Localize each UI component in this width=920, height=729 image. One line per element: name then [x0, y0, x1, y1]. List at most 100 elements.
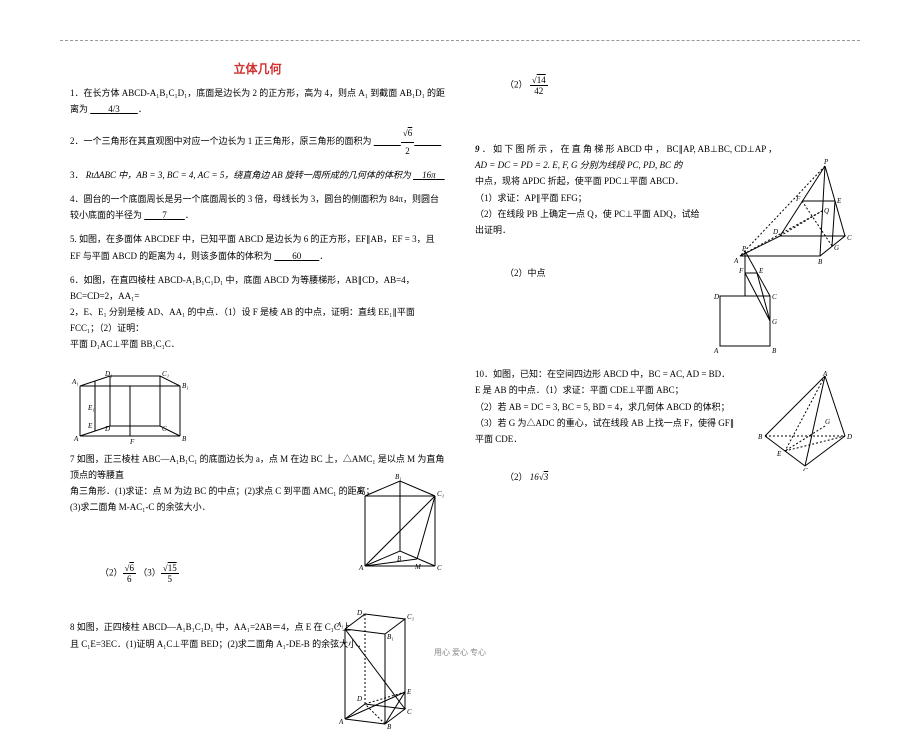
- p10-l3: （2）若 AB = DC = 3, BC = 5, BD = 4，求几何体 AB…: [475, 402, 730, 412]
- svg-text:C: C: [407, 708, 412, 716]
- p7-l3: (3)求二面角 M-AC₁-C 的余弦大小．: [70, 502, 211, 512]
- svg-text:E: E: [406, 688, 412, 696]
- svg-text:C₁: C₁: [407, 613, 414, 621]
- svg-text:B: B: [182, 435, 187, 443]
- problem-3: 3． RtΔABC 中，AB = 3, BC = 4, AC = 5，绕直角边 …: [70, 167, 445, 183]
- svg-text:M: M: [414, 563, 422, 571]
- p2-text: 2．一个三角形在其直观图中对应一个边长为 1 正三角形，原三角形的面积为: [70, 136, 372, 146]
- p5-answer: 60: [292, 251, 301, 261]
- svg-text:B: B: [772, 347, 777, 355]
- svg-text:B₁: B₁: [182, 382, 189, 390]
- p5-blank: 60: [274, 251, 319, 261]
- figure-8: AB CD A₁B₁ C₁D₁ E: [335, 609, 415, 729]
- p9-l3: 中点，现将 ΔPDC 折起，使平面 PDC⊥平面 ABCD．: [475, 176, 684, 186]
- svg-text:D: D: [356, 695, 362, 703]
- svg-text:A: A: [73, 435, 79, 443]
- svg-text:C: C: [162, 425, 167, 433]
- p2-answer: √62: [401, 125, 414, 158]
- svg-text:C: C: [772, 293, 777, 301]
- svg-text:A: A: [358, 564, 364, 571]
- p9-aux: （2）中点 AB CD P EF: [475, 246, 850, 366]
- figure-7-wrap: A B C A₁ B₁ C₁ M: [355, 471, 445, 571]
- problem-9: 9 ． 如 下 图 所 示 ， 在 直 角 梯 形 ABCD 中 ， BC∥AP…: [475, 141, 850, 238]
- svg-text:A₁: A₁: [71, 378, 79, 386]
- p8-l1: 8 如图，正四棱柱 ABCD—A₁B₁C₁D₁ 中，AA₁=2AB＝4，点 E …: [70, 622, 351, 632]
- problem-4: 4．圆台的一个底面周长是另一个底面周长的 3 倍，母线长为 3，圆台的侧面积为 …: [70, 191, 445, 223]
- ans9-label: （2）中点: [505, 268, 546, 278]
- p6-l1: 6．如图，在直四棱柱 ABCD-A₁B₁C₁D₁ 中，底面 ABCD 为等腰梯形…: [70, 275, 415, 301]
- svg-text:B: B: [758, 433, 763, 441]
- svg-text:Q: Q: [824, 207, 829, 215]
- svg-text:B: B: [397, 555, 402, 563]
- svg-text:D: D: [104, 425, 110, 433]
- svg-text:D₁: D₁: [356, 609, 365, 617]
- problem-7: 7 如图，正三棱柱 ABC—A₁B₁C₁ 的底面边长为 a，点 M 在边 BC …: [70, 451, 445, 516]
- p3-text: RtΔABC 中，AB = 3, BC = 4, AC = 5，绕直角边 AB …: [86, 170, 411, 180]
- p3-blank: 16π: [413, 170, 445, 180]
- p9-l2: AD = DC = PD = 2. E, F, G 分别为线段 PC, PD, …: [475, 160, 682, 170]
- p5-text: 5. 如图，在多面体 ABCDEF 中，已知平面 ABCD 是边长为 6 的正方…: [70, 234, 435, 260]
- problem-5: 5. 如图，在多面体 ABCDEF 中，已知平面 ABCD 是边长为 6 的正方…: [70, 231, 445, 263]
- svg-text:E: E: [87, 422, 93, 430]
- svg-text:E: E: [836, 197, 842, 205]
- answer-9: （2）中点: [505, 266, 850, 279]
- p9-l1: ． 如 下 图 所 示 ， 在 直 角 梯 形 ABCD 中 ， BC∥AP, …: [482, 144, 777, 154]
- svg-text:C₁: C₁: [162, 370, 169, 378]
- p5-suffix: ．: [319, 251, 328, 261]
- p9-l6: 出证明．: [475, 225, 511, 235]
- svg-text:P: P: [741, 246, 747, 253]
- p4-suffix: ．: [185, 210, 194, 220]
- svg-text:A₁: A₁: [356, 487, 364, 495]
- svg-text:C: C: [437, 564, 442, 571]
- svg-text:F: F: [795, 195, 801, 203]
- p9-num: 9: [475, 144, 480, 154]
- top-dashed-rule: [60, 40, 860, 41]
- footer-text: 用心 爱心 专心: [0, 647, 920, 658]
- p9-l5: （2）在线段 PB 上确定一点 Q，使 PC⊥平面 ADQ，试给: [475, 209, 700, 219]
- svg-text:E: E: [776, 450, 782, 458]
- answer-8: （2） √1442: [505, 75, 850, 96]
- svg-text:D₁: D₁: [104, 370, 113, 378]
- p2-blank: √62: [374, 136, 441, 146]
- figure-6-wrap: AB CD A₁B₁ C₁D₁ FE E₁: [70, 366, 445, 446]
- p4-blank: 7: [144, 210, 185, 220]
- content-area: 立体几何 1．在长方体 ABCD-A₁B₁C₁D₁，底面是边长为 2 的正方形，…: [70, 60, 850, 660]
- svg-text:G: G: [825, 418, 830, 426]
- page-title: 立体几何: [70, 60, 445, 77]
- svg-text:C₁: C₁: [437, 490, 444, 498]
- p10-l4: （3）若 G 为△ADC 的重心，试在线段 AB 上找一点 F，使得 GF∥: [475, 418, 734, 428]
- p9-l4: （1）求证：AP∥平面 EFG；: [475, 193, 587, 203]
- p1-blank: 4/3: [90, 104, 138, 114]
- svg-text:D: D: [846, 433, 852, 441]
- right-column: （2） √1442 9 ． 如 下 图 所 示 ， 在 直 角 梯 形 ABCD…: [475, 60, 850, 660]
- svg-text:C: C: [847, 234, 852, 242]
- p10-l1: 10．如图，已知：在空间四边形 ABCD 中，BC = AC, AD = BD．: [475, 369, 730, 379]
- svg-text:F: F: [129, 438, 135, 446]
- p6-l3: 平面 D₁AC⊥平面 BB₁C₁C．: [70, 339, 180, 349]
- svg-text:A: A: [822, 371, 828, 378]
- ans7-3: √155: [161, 563, 179, 584]
- svg-text:A: A: [713, 347, 719, 355]
- ans10-label: （2）: [505, 472, 528, 482]
- left-column: 立体几何 1．在长方体 ABCD-A₁B₁C₁D₁，底面是边长为 2 的正方形，…: [70, 60, 445, 660]
- answer-10: （2） 16√3: [505, 470, 850, 483]
- p4-answer: 7: [162, 210, 167, 220]
- figure-6: AB CD A₁B₁ C₁D₁ FE E₁: [70, 366, 190, 446]
- p3-answer: 16π: [422, 170, 436, 180]
- figure-10-wrap: A B C D E G: [755, 371, 855, 471]
- svg-text:A₁: A₁: [336, 621, 344, 629]
- ans7-2: √66: [123, 563, 136, 584]
- svg-text:A: A: [338, 718, 344, 726]
- svg-text:C: C: [803, 467, 808, 471]
- svg-text:D: D: [713, 293, 719, 301]
- svg-text:B₁: B₁: [395, 473, 402, 481]
- p6-l2: 2，E、E₁ 分别是棱 AD、AA₁ 的中点．（1）设 F 是棱 AB 的中点，…: [70, 307, 415, 333]
- ans8-value: √1442: [530, 75, 548, 96]
- p10-l2: E 是 AB 的中点．（1）求证：平面 CDE⊥平面 ABC；: [475, 385, 684, 395]
- figure-7: A B C A₁ B₁ C₁ M: [355, 471, 445, 571]
- figure-8-wrap: AB CD A₁B₁ C₁D₁ E: [335, 609, 415, 729]
- svg-text:B: B: [387, 723, 392, 729]
- problem-2: 2．一个三角形在其直观图中对应一个边长为 1 正三角形，原三角形的面积为 √62: [70, 125, 445, 158]
- p3-prefix: 3．: [70, 170, 84, 180]
- problem-10: 10．如图，已知：在空间四边形 ABCD 中，BC = AC, AD = BD．…: [475, 366, 850, 447]
